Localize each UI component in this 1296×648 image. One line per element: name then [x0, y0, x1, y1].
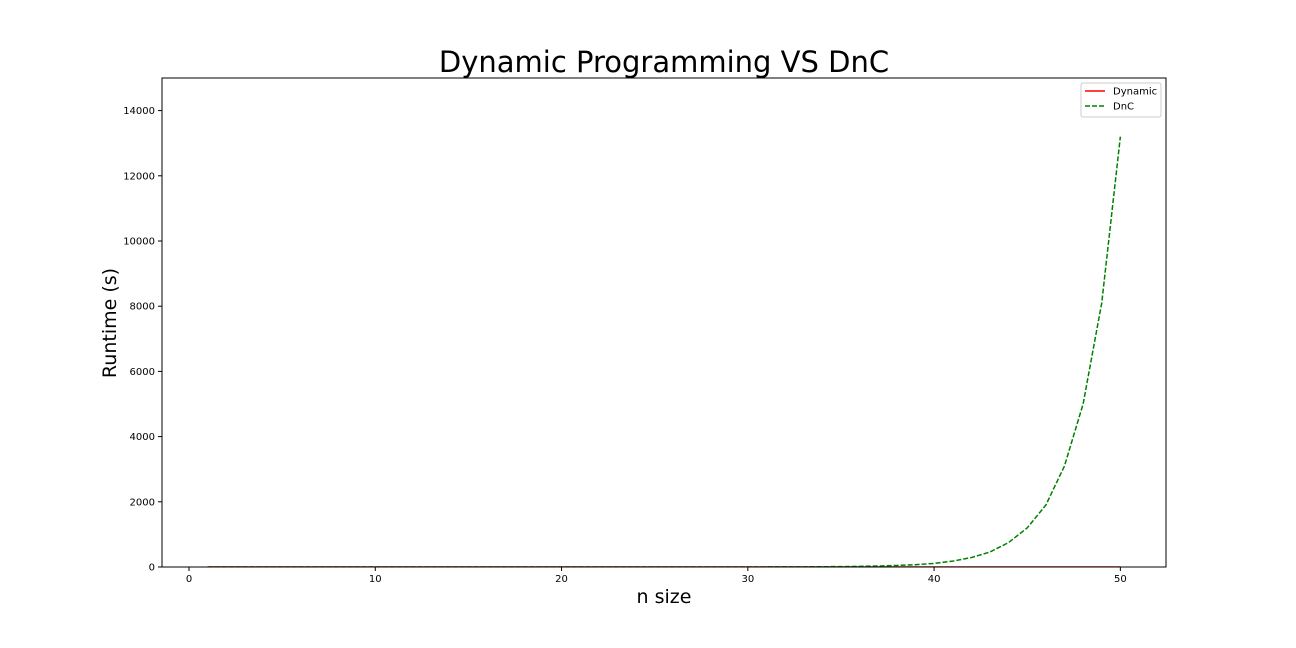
x-tick-label: 0: [186, 574, 192, 585]
legend-label-dynamic: Dynamic: [1113, 87, 1157, 98]
y-tick-label: 2000: [130, 497, 155, 508]
y-tick-label: 8000: [130, 302, 155, 313]
y-tick-label: 10000: [123, 237, 155, 248]
x-tick-label: 50: [1114, 574, 1127, 585]
x-axis: 0 10 20 30 40 50: [186, 567, 1127, 585]
y-axis-label: Runtime (s): [99, 268, 121, 378]
x-tick-label: 30: [741, 574, 754, 585]
legend-label-dnc: DnC: [1113, 102, 1134, 113]
x-tick-label: 20: [555, 574, 568, 585]
plot-frame: [161, 77, 1167, 568]
x-axis-label: n size: [637, 586, 692, 608]
chart-title: Dynamic Programming VS DnC: [439, 45, 889, 79]
series-line-dnc: [207, 136, 1122, 567]
y-tick-label: 0: [149, 563, 155, 574]
y-tick-label: 4000: [130, 432, 155, 443]
x-tick-label: 10: [369, 574, 382, 585]
plot-area: [207, 136, 1122, 567]
y-tick-label: 14000: [123, 106, 155, 117]
y-tick-label: 12000: [123, 171, 155, 182]
x-tick-label: 40: [928, 574, 941, 585]
y-axis: 0 2000 4000 6000 8000 10000 12000 14000: [123, 106, 162, 574]
y-tick-label: 6000: [130, 367, 155, 378]
legend: Dynamic DnC: [1080, 82, 1162, 118]
